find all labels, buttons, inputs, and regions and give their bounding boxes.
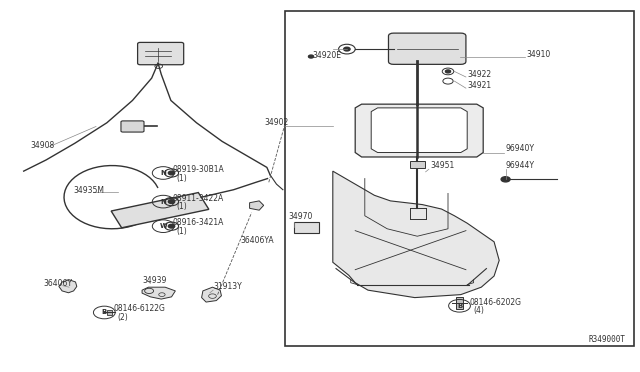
Bar	[456, 297, 463, 309]
Text: 34920E: 34920E	[312, 51, 341, 60]
Text: (2): (2)	[117, 313, 128, 322]
Text: 34922: 34922	[467, 70, 492, 79]
Polygon shape	[142, 287, 175, 299]
Text: 34935M: 34935M	[73, 186, 104, 195]
Circle shape	[501, 177, 510, 182]
FancyBboxPatch shape	[138, 42, 184, 65]
Text: 96940Y: 96940Y	[506, 144, 534, 153]
Circle shape	[344, 47, 350, 51]
Text: N: N	[160, 199, 166, 205]
Text: R349000T: R349000T	[588, 335, 625, 344]
Text: (4): (4)	[474, 306, 484, 315]
Circle shape	[168, 224, 175, 228]
Bar	[107, 310, 112, 315]
Text: 36406YA: 36406YA	[241, 235, 275, 244]
Circle shape	[168, 200, 175, 203]
Text: 36406Y: 36406Y	[44, 279, 72, 288]
Text: 08916-3421A: 08916-3421A	[173, 218, 224, 227]
Text: B: B	[102, 310, 107, 315]
Bar	[285, 11, 634, 346]
Polygon shape	[371, 108, 467, 153]
Circle shape	[445, 70, 451, 73]
Text: 08919-30B1A: 08919-30B1A	[173, 165, 225, 174]
Text: (1): (1)	[177, 174, 188, 183]
Circle shape	[168, 171, 175, 175]
Text: 34902: 34902	[264, 118, 289, 126]
Polygon shape	[111, 193, 209, 228]
Polygon shape	[250, 201, 264, 210]
Text: 34921: 34921	[467, 81, 492, 90]
Text: 34939: 34939	[142, 276, 166, 285]
Text: B: B	[457, 303, 462, 309]
Polygon shape	[59, 280, 77, 293]
Polygon shape	[355, 104, 483, 157]
FancyBboxPatch shape	[121, 121, 144, 132]
Text: 08146-6122G: 08146-6122G	[114, 304, 166, 313]
Text: 31913Y: 31913Y	[213, 282, 242, 291]
Text: W: W	[159, 223, 167, 229]
Text: 96944Y: 96944Y	[506, 161, 534, 170]
Text: (1): (1)	[177, 227, 188, 236]
Text: (1): (1)	[177, 202, 188, 211]
Text: 34970: 34970	[288, 212, 312, 221]
Text: 08146-6202G: 08146-6202G	[470, 298, 522, 307]
FancyBboxPatch shape	[388, 33, 466, 64]
Text: 08911-3422A: 08911-3422A	[173, 193, 224, 202]
Text: 34951: 34951	[430, 161, 454, 170]
Text: N: N	[160, 170, 166, 176]
Polygon shape	[333, 171, 499, 298]
Circle shape	[308, 55, 314, 58]
Bar	[410, 161, 425, 168]
Text: 34908: 34908	[31, 141, 55, 150]
Text: 34910: 34910	[526, 49, 550, 58]
Polygon shape	[202, 287, 221, 302]
Bar	[294, 222, 319, 232]
